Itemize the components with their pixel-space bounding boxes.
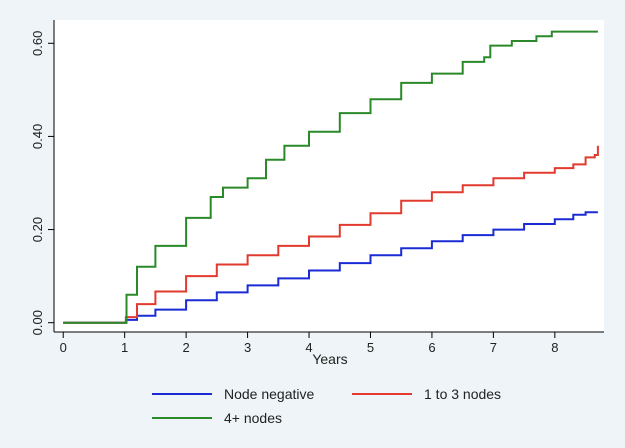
series-line-1 [63, 211, 598, 324]
y-tick-label: 0.60 [30, 31, 45, 56]
x-tick-label: 0 [60, 340, 67, 355]
x-tick-label: 8 [551, 340, 558, 355]
y-tick-label: 0.00 [30, 310, 45, 335]
series-layer [63, 30, 599, 324]
x-tick-label: 6 [428, 340, 435, 355]
x-tick-label: 4 [305, 340, 312, 355]
x-axis-title: Years [312, 351, 347, 367]
y-ticks: 0.00 0.20 0.40 0.60 [30, 31, 54, 335]
y-tick-label: 0.20 [30, 217, 45, 242]
legend: Node negative 1 to 3 nodes 4+ nodes [152, 386, 501, 426]
series-line-2 [63, 145, 599, 324]
x-tick-label: 3 [244, 340, 251, 355]
series-line-3 [63, 30, 598, 324]
y-tick-label: 0.40 [30, 124, 45, 149]
x-tick-label: 5 [367, 340, 374, 355]
x-tick-label: 1 [121, 340, 128, 355]
x-ticks: 0 1 2 3 4 5 6 7 8 [60, 332, 558, 355]
x-tick-label: 7 [490, 340, 497, 355]
legend-label-2: 1 to 3 nodes [424, 386, 501, 402]
legend-label-3: 4+ nodes [224, 410, 282, 426]
x-tick-label: 2 [183, 340, 190, 355]
legend-label-1: Node negative [224, 386, 315, 402]
plot-area [54, 20, 604, 332]
